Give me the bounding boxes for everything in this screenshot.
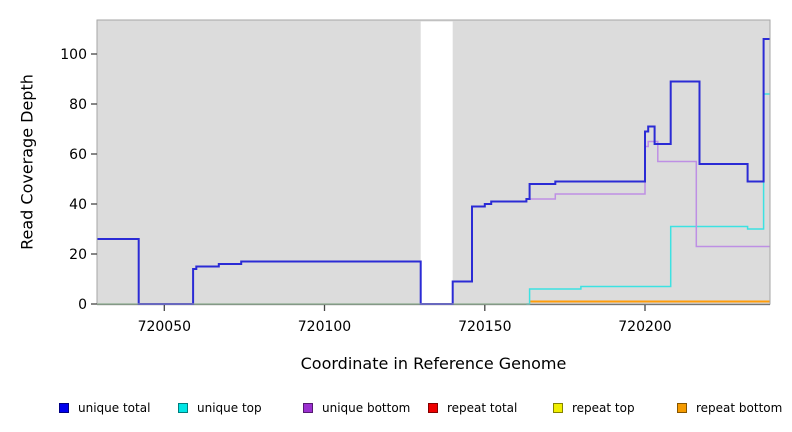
svg-text:720050: 720050 [138, 319, 191, 335]
legend-label: repeat total [447, 401, 518, 415]
unique-bottom-swatch-icon [303, 403, 313, 413]
legend-item-repeat-top: repeat top [553, 400, 635, 416]
repeat-total-swatch-icon [428, 403, 438, 413]
legend: unique total unique top unique bottom re… [0, 400, 792, 420]
unique-top-swatch-icon [178, 403, 188, 413]
legend-item-unique-bottom: unique bottom [303, 400, 410, 416]
legend-label: repeat bottom [696, 401, 783, 415]
x-axis-title: Coordinate in Reference Genome [300, 354, 567, 373]
legend-item-unique-total: unique total [59, 400, 150, 416]
legend-item-repeat-bottom: repeat bottom [677, 400, 782, 416]
svg-text:80: 80 [69, 97, 87, 113]
repeat-top-swatch-icon [553, 403, 563, 413]
legend-label: unique bottom [322, 401, 411, 415]
legend-label: unique top [197, 401, 262, 415]
svg-text:720100: 720100 [298, 319, 351, 335]
svg-text:20: 20 [69, 247, 87, 263]
repeat-bottom-swatch-icon [677, 403, 687, 413]
legend-label: repeat top [572, 401, 635, 415]
unique-total-swatch-icon [59, 403, 69, 413]
svg-text:0: 0 [78, 297, 87, 313]
y-axis-title: Read Coverage Depth [17, 74, 37, 250]
legend-item-repeat-total: repeat total [428, 400, 517, 416]
svg-text:720200: 720200 [618, 319, 671, 335]
svg-text:720150: 720150 [458, 319, 511, 335]
svg-text:60: 60 [69, 147, 87, 163]
svg-text:100: 100 [60, 47, 87, 63]
legend-label: unique total [78, 401, 151, 415]
svg-text:40: 40 [69, 197, 87, 213]
legend-item-unique-top: unique top [178, 400, 262, 416]
